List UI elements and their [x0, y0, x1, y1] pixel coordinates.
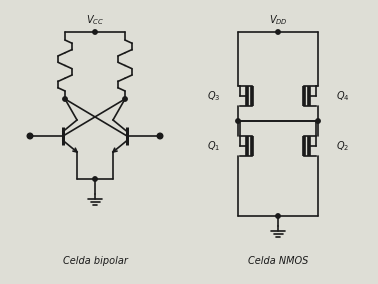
Text: Celda NMOS: Celda NMOS: [248, 256, 308, 266]
Circle shape: [236, 119, 240, 123]
Circle shape: [123, 97, 127, 101]
Text: $V_{DD}$: $V_{DD}$: [269, 13, 287, 27]
Text: Celda bipolar: Celda bipolar: [63, 256, 127, 266]
Circle shape: [157, 133, 163, 139]
Circle shape: [93, 30, 97, 34]
Circle shape: [93, 177, 97, 181]
Circle shape: [276, 30, 280, 34]
Text: $Q_1$: $Q_1$: [207, 139, 220, 153]
Text: $Q_4$: $Q_4$: [336, 89, 350, 103]
Circle shape: [27, 133, 33, 139]
Circle shape: [63, 97, 67, 101]
Text: $Q_3$: $Q_3$: [206, 89, 220, 103]
Text: $V_{CC}$: $V_{CC}$: [86, 13, 104, 27]
Circle shape: [316, 119, 320, 123]
Text: $Q_2$: $Q_2$: [336, 139, 349, 153]
Circle shape: [276, 214, 280, 218]
